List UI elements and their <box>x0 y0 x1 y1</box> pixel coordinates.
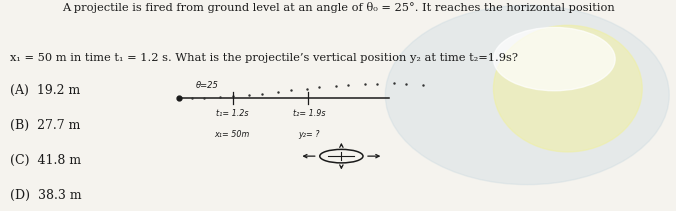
Text: t₂= 1.9s: t₂= 1.9s <box>293 109 325 118</box>
Text: (C)  41.8 m: (C) 41.8 m <box>10 154 81 167</box>
Text: t₁= 1.2s: t₁= 1.2s <box>216 109 248 118</box>
Text: x₁ = 50 m in time t₁ = 1.2 s. What is the projectile’s vertical position y₂ at t: x₁ = 50 m in time t₁ = 1.2 s. What is th… <box>10 53 518 63</box>
Text: x₁= 50m: x₁= 50m <box>214 130 249 139</box>
Ellipse shape <box>493 27 615 91</box>
Text: θ=25: θ=25 <box>196 81 219 90</box>
Ellipse shape <box>385 5 669 185</box>
Text: (B)  27.7 m: (B) 27.7 m <box>10 119 80 132</box>
Text: (A)  19.2 m: (A) 19.2 m <box>10 84 80 97</box>
Text: y₂= ?: y₂= ? <box>298 130 320 139</box>
Text: A projectile is fired from ground level at an angle of θ₀ = 25°. It reaches the : A projectile is fired from ground level … <box>62 2 614 13</box>
Ellipse shape <box>493 25 642 152</box>
Text: (D)  38.3 m: (D) 38.3 m <box>10 189 82 202</box>
